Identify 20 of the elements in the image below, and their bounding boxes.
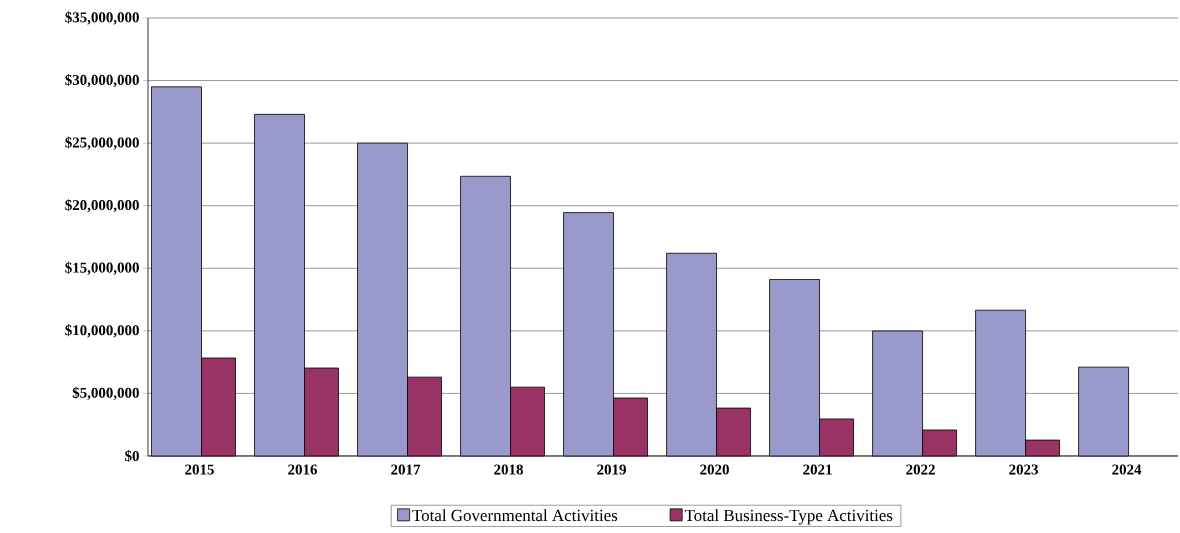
y-tick-label: $15,000,000 <box>65 261 139 275</box>
y-tick-label: $35,000,000 <box>65 11 139 25</box>
y-tick-label: $5,000,000 <box>72 386 139 400</box>
x-tick-label: 2024 <box>1112 464 1142 475</box>
x-tick-label: 2021 <box>803 464 832 475</box>
y-tick-label: $20,000,000 <box>65 199 139 213</box>
x-tick-label: 2015 <box>185 464 214 475</box>
x-tick-label: 2018 <box>494 464 523 475</box>
x-tick-label: 2022 <box>906 464 935 475</box>
x-tick-label: 2020 <box>700 464 729 475</box>
x-tick-label: 2023 <box>1009 464 1038 475</box>
y-tick-label: $25,000,000 <box>65 136 139 150</box>
x-tick-label: 2017 <box>391 464 421 475</box>
x-tick-label: 2016 <box>288 464 318 475</box>
legend-label: Total Governmental Activities <box>412 509 618 522</box>
y-tick-label: $10,000,000 <box>65 324 139 338</box>
y-tick-label: $30,000,000 <box>65 74 139 88</box>
x-tick-label: 2019 <box>597 464 626 475</box>
y-tick-label: $0 <box>125 450 139 462</box>
legend-label: Total Business-Type Activities <box>684 509 893 525</box>
